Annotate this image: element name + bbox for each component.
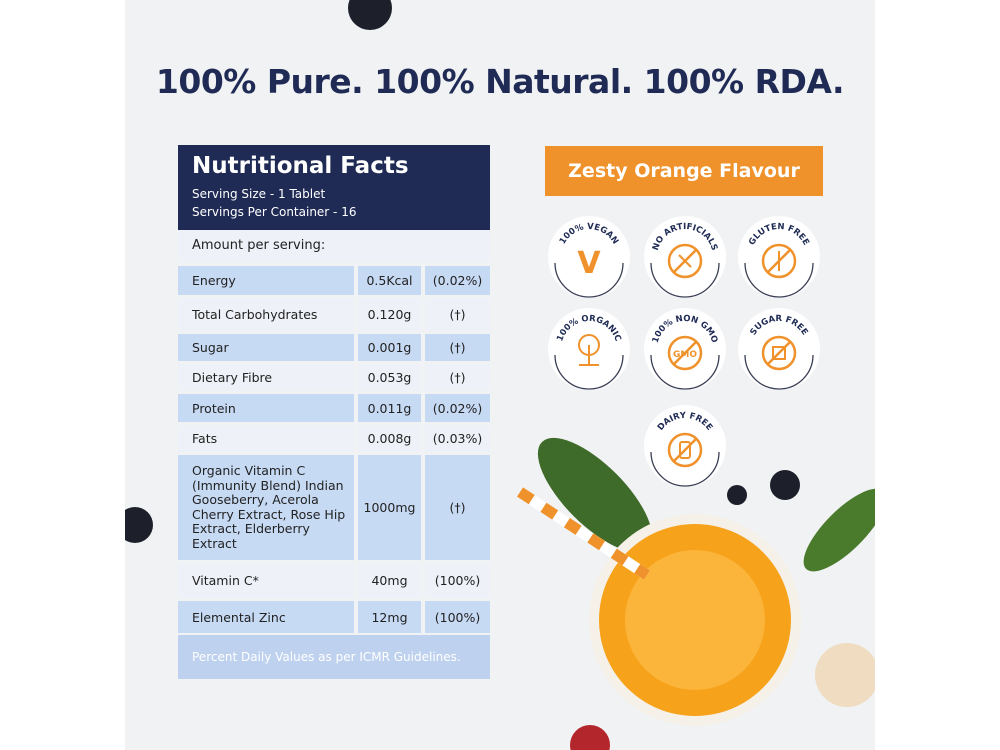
row-name: Total Carbohydrates <box>178 298 354 331</box>
flavour-banner: Zesty Orange Flavour <box>545 146 823 196</box>
headline: 100% Pure. 100% Natural. 100% RDA. <box>155 62 845 101</box>
row-amount: 0.008g <box>358 425 421 452</box>
servings-per-container: Servings Per Container - 16 <box>192 205 357 219</box>
amount-per-serving: Amount per serving: <box>178 230 490 263</box>
badge-gluten-free: GLUTEN FREE <box>737 215 821 299</box>
svg-text:GMO: GMO <box>673 350 697 360</box>
row-name: Elemental Zinc <box>178 601 354 633</box>
row-percent: (0.02%) <box>425 394 490 422</box>
row-percent: (†) <box>425 298 490 331</box>
table-row: Protein 0.011g (0.02%) <box>178 394 490 422</box>
row-name: Organic Vitamin C (Immunity Blend) India… <box>178 455 354 560</box>
row-name: Dietary Fibre <box>178 364 354 391</box>
row-name: Sugar <box>178 334 354 361</box>
row-name: Fats <box>178 425 354 452</box>
table-row: Vitamin C* 40mg (100%) <box>178 563 490 598</box>
no-sugar-cube-icon <box>761 335 797 371</box>
svg-text:V: V <box>577 246 601 281</box>
v-letter-icon: V <box>577 246 601 281</box>
table-row: Fats 0.008g (0.03%) <box>178 425 490 452</box>
no-wheat-icon <box>761 243 797 279</box>
table-row: Total Carbohydrates 0.120g (†) <box>178 298 490 331</box>
row-percent: (†) <box>425 364 490 391</box>
badge-non-gmo: 100% NON GMO GMO <box>643 307 727 391</box>
row-percent: (0.03%) <box>425 425 490 452</box>
row-percent: (†) <box>425 455 490 560</box>
row-amount: 0.053g <box>358 364 421 391</box>
badge-vegan: 100% VEGAN V <box>547 215 631 299</box>
row-percent: (†) <box>425 334 490 361</box>
row-amount: 0.011g <box>358 394 421 422</box>
nutrition-header: Nutritional Facts Serving Size - 1 Table… <box>178 145 490 230</box>
row-name: Protein <box>178 394 354 422</box>
no-gmo-icon: GMO <box>667 335 703 371</box>
nutrition-facts-table: Nutritional Facts Serving Size - 1 Table… <box>178 145 490 679</box>
table-row: Organic Vitamin C (Immunity Blend) India… <box>178 455 490 560</box>
row-name: Energy <box>178 266 354 295</box>
badge-organic: 100% ORGANIC <box>547 307 631 391</box>
no-milk-bottle-icon <box>667 432 703 468</box>
table-row: Dietary Fibre 0.053g (†) <box>178 364 490 391</box>
badge-dairy-free: DAIRY FREE <box>643 404 727 488</box>
table-row: Sugar 0.001g (†) <box>178 334 490 361</box>
row-name: Vitamin C* <box>178 563 354 598</box>
nutrition-title: Nutritional Facts <box>192 153 409 179</box>
table-row: Energy 0.5Kcal (0.02%) <box>178 266 490 295</box>
row-amount: 40mg <box>358 563 421 598</box>
serving-size: Serving Size - 1 Tablet <box>192 187 326 201</box>
tree-icon <box>578 334 600 366</box>
badge-sugar-free: SUGAR FREE <box>737 307 821 391</box>
juice-illustration <box>125 0 875 750</box>
table-row: Elemental Zinc 12mg (100%) <box>178 601 490 633</box>
no-dropper-icon <box>667 243 703 279</box>
row-percent: (0.02%) <box>425 266 490 295</box>
row-percent: (100%) <box>425 563 490 598</box>
row-amount: 12mg <box>358 601 421 633</box>
row-amount: 0.5Kcal <box>358 266 421 295</box>
row-percent: (100%) <box>425 601 490 633</box>
table-footnote: Percent Daily Values as per ICMR Guideli… <box>178 635 490 679</box>
row-amount: 0.001g <box>358 334 421 361</box>
row-amount: 0.120g <box>358 298 421 331</box>
badge-no-artificials: NO ARTIFICIALS <box>643 215 727 299</box>
row-amount: 1000mg <box>358 455 421 560</box>
